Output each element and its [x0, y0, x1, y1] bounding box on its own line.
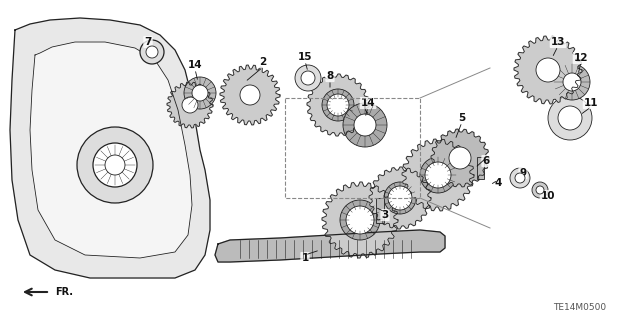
Circle shape	[428, 165, 448, 185]
Circle shape	[563, 73, 581, 91]
Polygon shape	[167, 82, 213, 128]
Circle shape	[192, 85, 208, 101]
Circle shape	[140, 40, 164, 64]
Circle shape	[354, 114, 376, 136]
Polygon shape	[431, 129, 489, 187]
Text: 10: 10	[541, 191, 556, 201]
Polygon shape	[322, 182, 398, 258]
Polygon shape	[514, 36, 582, 104]
Polygon shape	[307, 74, 369, 136]
Circle shape	[558, 106, 582, 130]
Polygon shape	[402, 139, 474, 211]
Circle shape	[420, 157, 456, 193]
Circle shape	[330, 97, 346, 113]
Text: 14: 14	[188, 60, 202, 70]
Circle shape	[327, 94, 349, 116]
Polygon shape	[220, 65, 280, 125]
Circle shape	[95, 145, 135, 185]
Circle shape	[146, 46, 158, 58]
Bar	[376, 197, 384, 222]
Text: 1: 1	[301, 253, 308, 263]
Polygon shape	[30, 42, 192, 258]
Circle shape	[295, 65, 321, 91]
Text: 13: 13	[551, 37, 565, 47]
Circle shape	[554, 64, 590, 100]
Text: 5: 5	[458, 113, 466, 123]
Text: 9: 9	[520, 168, 527, 178]
Polygon shape	[215, 230, 445, 262]
Text: FR.: FR.	[55, 287, 73, 297]
Circle shape	[425, 162, 451, 188]
Circle shape	[346, 206, 374, 234]
Text: 2: 2	[259, 57, 267, 67]
Circle shape	[388, 186, 412, 210]
Circle shape	[536, 58, 560, 82]
Circle shape	[105, 155, 125, 175]
Circle shape	[93, 143, 137, 187]
Circle shape	[77, 127, 153, 203]
Circle shape	[240, 85, 260, 105]
Text: 8: 8	[326, 71, 333, 81]
Polygon shape	[369, 167, 431, 229]
Circle shape	[391, 189, 409, 207]
Circle shape	[182, 97, 198, 113]
Text: 15: 15	[298, 52, 312, 62]
Polygon shape	[10, 18, 210, 278]
Text: TE14M0500: TE14M0500	[554, 303, 607, 313]
Circle shape	[301, 71, 315, 85]
Circle shape	[532, 182, 548, 198]
Circle shape	[184, 77, 216, 109]
Circle shape	[340, 200, 380, 240]
Text: 6: 6	[483, 156, 490, 166]
Circle shape	[510, 168, 530, 188]
Text: 3: 3	[381, 210, 388, 220]
Text: 7: 7	[144, 37, 152, 47]
Text: 14: 14	[361, 98, 375, 108]
Circle shape	[515, 173, 525, 183]
Text: 11: 11	[584, 98, 598, 108]
Circle shape	[384, 182, 416, 214]
Bar	[477, 157, 483, 179]
Text: 4: 4	[494, 178, 502, 188]
Circle shape	[548, 96, 592, 140]
Circle shape	[343, 103, 387, 147]
Circle shape	[349, 209, 371, 231]
Circle shape	[536, 186, 544, 194]
Circle shape	[449, 147, 471, 169]
Text: 12: 12	[573, 53, 588, 63]
Circle shape	[322, 89, 354, 121]
